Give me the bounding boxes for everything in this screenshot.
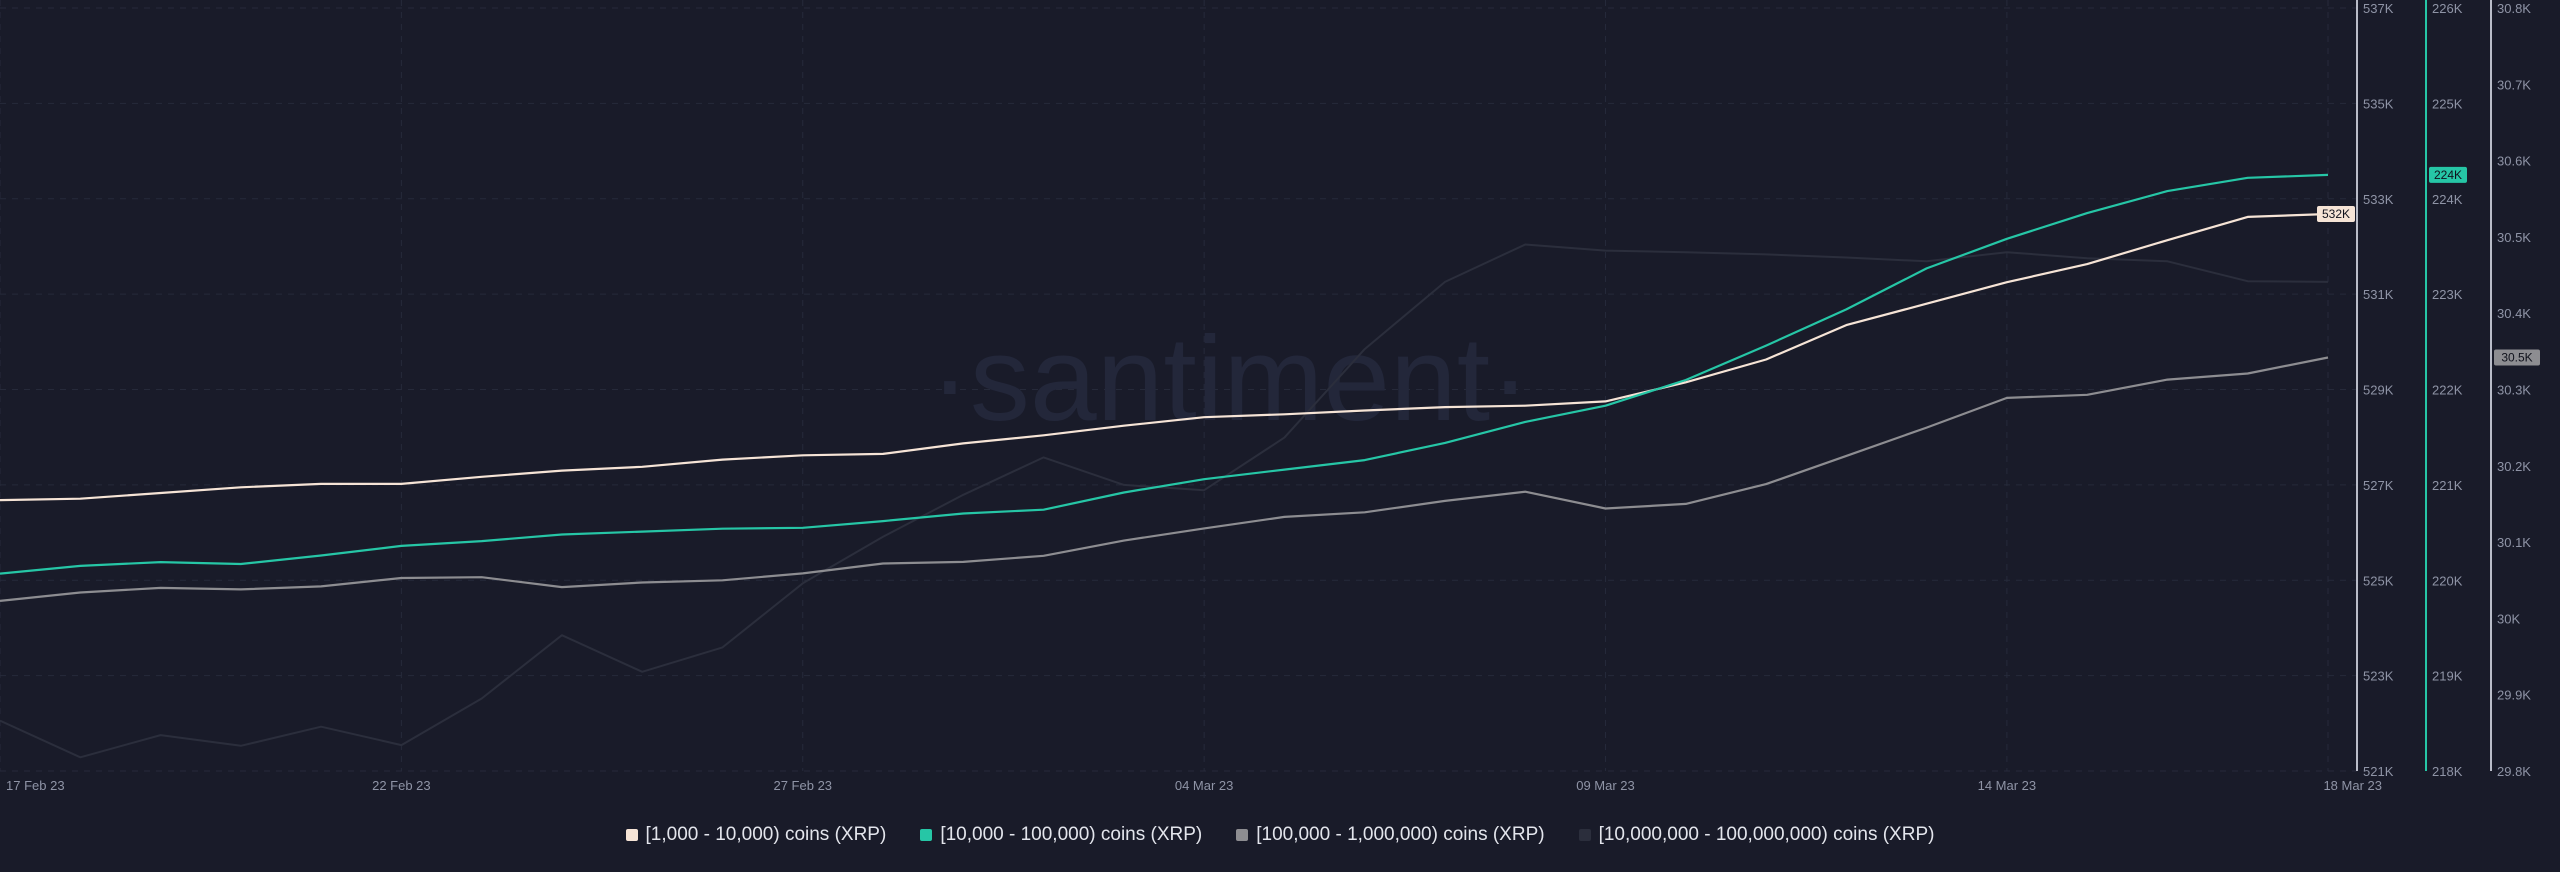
y-tick-label: 30.1K bbox=[2497, 535, 2531, 550]
x-tick-label: 18 Mar 23 bbox=[2323, 778, 2382, 793]
legend-swatch bbox=[920, 829, 932, 841]
legend-item[interactable]: [10,000 - 100,000) coins (XRP) bbox=[920, 824, 1202, 846]
legend-swatch bbox=[1236, 829, 1248, 841]
y-tick-label: 30.4K bbox=[2497, 306, 2531, 321]
y-tick-label: 30K bbox=[2497, 611, 2520, 626]
y-tick-label: 30.7K bbox=[2497, 77, 2531, 92]
y-tick-label: 29.8K bbox=[2497, 764, 2531, 779]
y-tick-label: 30.6K bbox=[2497, 154, 2531, 169]
legend-swatch bbox=[626, 829, 638, 841]
legend-label: [10,000,000 - 100,000,000) coins (XRP) bbox=[1599, 824, 1935, 846]
y-tick-label: 218K bbox=[2432, 764, 2463, 779]
y-tick-label: 535K bbox=[2363, 96, 2394, 111]
y-tick-label: 30.5K bbox=[2497, 230, 2531, 245]
legend-item[interactable]: [1,000 - 10,000) coins (XRP) bbox=[626, 824, 887, 846]
y-tick-label: 225K bbox=[2432, 96, 2463, 111]
axis-value-label: 30.5K bbox=[2501, 350, 2532, 364]
y-tick-label: 529K bbox=[2363, 383, 2394, 398]
legend-label: [10,000 - 100,000) coins (XRP) bbox=[940, 824, 1202, 846]
y-tick-label: 527K bbox=[2363, 478, 2394, 493]
y-tick-label: 224K bbox=[2432, 192, 2463, 207]
y-tick-label: 226K bbox=[2432, 1, 2463, 16]
y-tick-label: 525K bbox=[2363, 573, 2394, 588]
axis-value-label: 532K bbox=[2322, 207, 2350, 221]
y-tick-label: 221K bbox=[2432, 478, 2463, 493]
y-tick-label: 533K bbox=[2363, 192, 2394, 207]
axis-value-label: 224K bbox=[2434, 168, 2462, 182]
legend-item[interactable]: [100,000 - 1,000,000) coins (XRP) bbox=[1236, 824, 1544, 846]
x-tick-label: 14 Mar 23 bbox=[1978, 778, 2037, 793]
x-tick-label: 04 Mar 23 bbox=[1175, 778, 1234, 793]
legend-item[interactable]: [10,000,000 - 100,000,000) coins (XRP) bbox=[1579, 824, 1935, 846]
y-tick-label: 521K bbox=[2363, 764, 2394, 779]
watermark: ·santiment· bbox=[930, 312, 1530, 446]
y-tick-label: 222K bbox=[2432, 383, 2463, 398]
y-tick-label: 523K bbox=[2363, 669, 2394, 684]
y-tick-label: 30.2K bbox=[2497, 459, 2531, 474]
y-tick-label: 537K bbox=[2363, 1, 2394, 16]
legend-swatch bbox=[1579, 829, 1591, 841]
x-tick-label: 22 Feb 23 bbox=[372, 778, 431, 793]
x-tick-label: 27 Feb 23 bbox=[773, 778, 832, 793]
y-tick-label: 30.3K bbox=[2497, 383, 2531, 398]
y-tick-label: 223K bbox=[2432, 287, 2463, 302]
y-tick-label: 30.8K bbox=[2497, 1, 2531, 16]
y-tick-label: 531K bbox=[2363, 287, 2394, 302]
y-tick-label: 220K bbox=[2432, 573, 2463, 588]
x-tick-label: 09 Mar 23 bbox=[1576, 778, 1635, 793]
legend-label: [100,000 - 1,000,000) coins (XRP) bbox=[1256, 824, 1544, 846]
y-tick-label: 29.9K bbox=[2497, 688, 2531, 703]
x-tick-label: 17 Feb 23 bbox=[6, 778, 65, 793]
legend-label: [1,000 - 10,000) coins (XRP) bbox=[646, 824, 887, 846]
y-tick-label: 219K bbox=[2432, 669, 2463, 684]
chart-legend: [1,000 - 10,000) coins (XRP) [10,000 - 10… bbox=[0, 820, 2560, 850]
